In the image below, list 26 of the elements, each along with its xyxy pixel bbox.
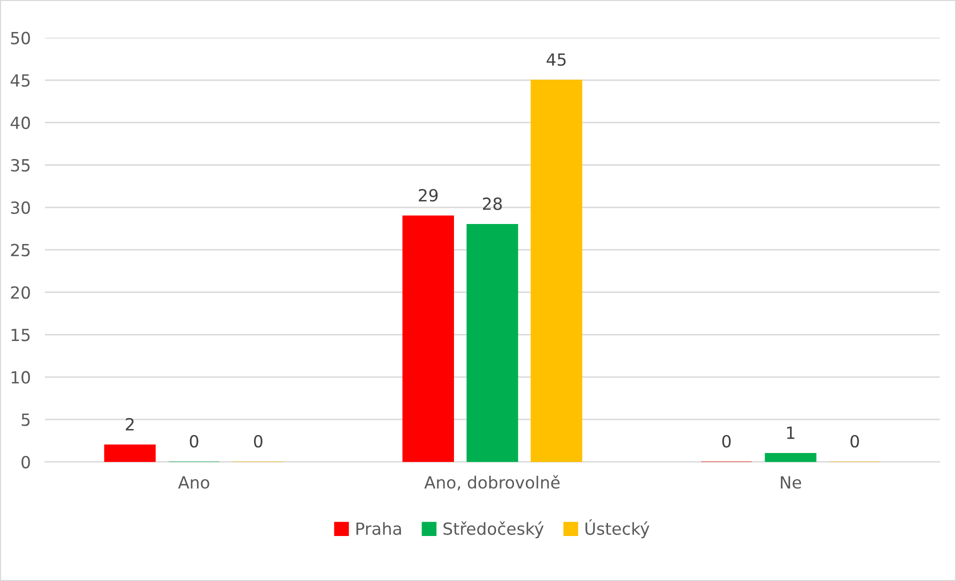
y-tick-label: 40 — [10, 116, 30, 130]
y-tick-label: 30 — [11, 201, 30, 214]
data-label: 1 — [787, 426, 794, 439]
y-tick-label: 25 — [11, 244, 30, 256]
data-label: 0 — [850, 434, 859, 448]
y-tick-label: 15 — [12, 328, 30, 342]
data-label: 2 — [126, 418, 134, 430]
y-tick-label: 5 — [22, 414, 30, 426]
data-label: 29 — [418, 188, 438, 202]
data-label: 0 — [190, 434, 198, 448]
data-label: 28 — [482, 197, 502, 210]
x-tick-label: Ano — [178, 476, 210, 489]
x-tick-label: Ano, dobrovolně — [424, 475, 560, 490]
y-tick-label: 35 — [11, 158, 30, 172]
legend-label: Praha — [356, 522, 401, 535]
y-tick-label: 45 — [10, 74, 30, 87]
data-label: 0 — [722, 434, 731, 448]
x-tick-label: Ne — [780, 476, 802, 489]
legend-label: Středočeský — [444, 521, 544, 538]
y-tick-label: 50 — [11, 32, 30, 44]
data-label: 45 — [546, 53, 566, 66]
y-tick-label: 10 — [12, 371, 30, 384]
y-tick-label: 0 — [22, 456, 30, 468]
y-tick-label: 20 — [11, 286, 30, 299]
data-label: 0 — [254, 434, 262, 448]
legend-label: Ústecký — [586, 519, 650, 538]
